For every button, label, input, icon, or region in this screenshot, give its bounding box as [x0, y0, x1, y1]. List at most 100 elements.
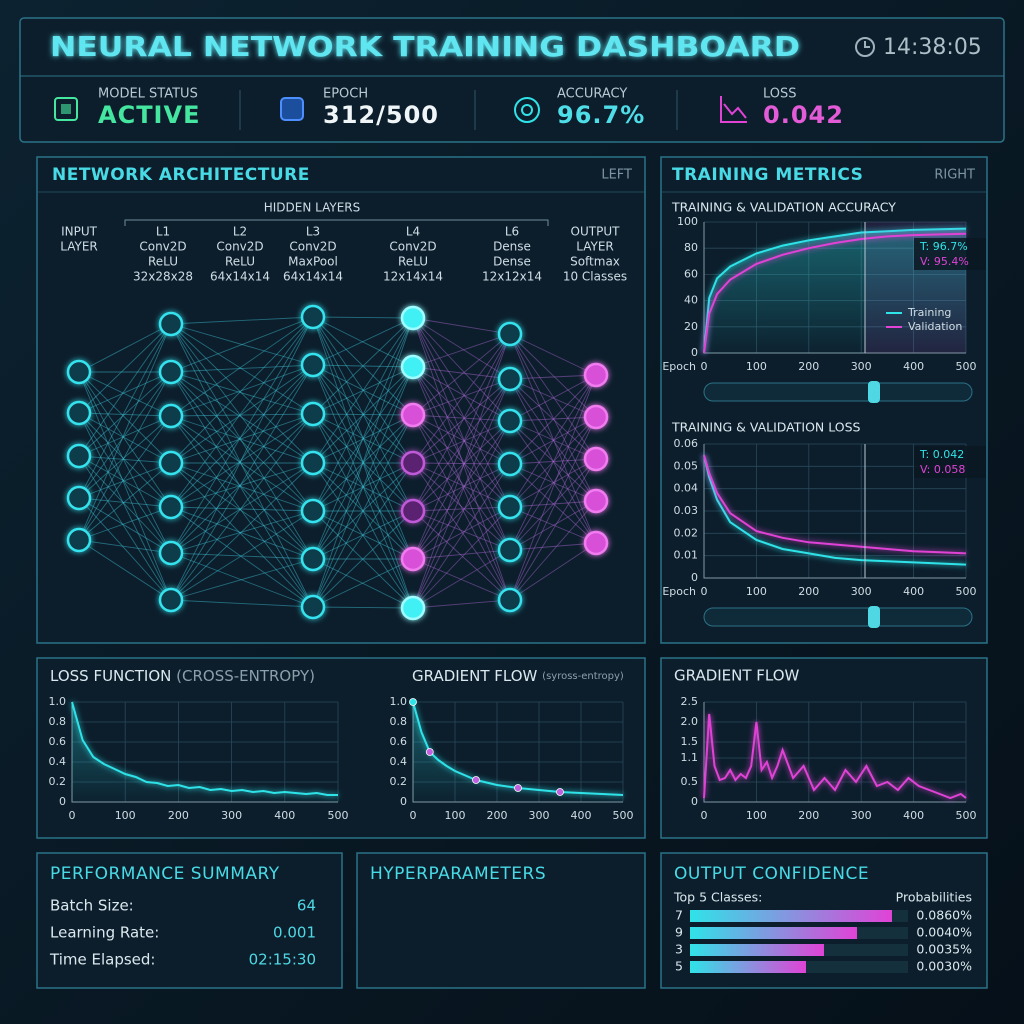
connection — [170, 552, 314, 560]
x-tick-label: 100 — [746, 809, 767, 822]
connection — [78, 371, 172, 541]
loss-panel — [36, 657, 646, 839]
confidence-bar — [690, 927, 857, 939]
column-header: Probabilities — [896, 890, 972, 905]
probability: 0.0860% — [916, 908, 972, 923]
connection — [78, 415, 172, 499]
connection — [78, 455, 172, 554]
layer-label: LAYER — [60, 240, 98, 254]
connection — [412, 333, 511, 609]
connection — [312, 462, 414, 512]
clock-icon — [855, 37, 875, 57]
point-marker — [556, 788, 564, 796]
point-marker — [472, 776, 480, 784]
title-text: GRADIENT FLOW — [412, 667, 538, 685]
scroll-handle[interactable] — [868, 381, 880, 403]
layer-label: Dense — [493, 255, 531, 269]
neuron — [583, 446, 609, 472]
connection — [509, 500, 597, 508]
connection — [170, 552, 314, 608]
connection — [412, 366, 511, 551]
row-label: Learning Rate: — [50, 924, 159, 942]
neuron — [300, 546, 326, 572]
connection — [170, 506, 314, 608]
connection — [170, 364, 314, 508]
status-value: 0.042 — [763, 101, 844, 129]
neuron — [300, 401, 326, 427]
connection — [312, 316, 414, 609]
neuron — [583, 488, 609, 514]
connection — [412, 317, 511, 551]
connection — [509, 378, 597, 544]
connection — [509, 458, 597, 465]
x-tick-label: 0 — [701, 809, 708, 822]
layer-label: INPUT — [61, 225, 98, 239]
connection — [412, 462, 511, 601]
connection — [312, 366, 414, 608]
series-line — [703, 454, 967, 555]
neuron — [497, 587, 523, 613]
status-value: 96.7% — [557, 101, 645, 129]
connection — [312, 317, 414, 608]
annotation: T: 96.7% — [919, 240, 968, 253]
connection — [412, 420, 511, 464]
connection — [509, 500, 597, 551]
connection — [312, 414, 414, 512]
connection — [312, 364, 414, 560]
neuron — [66, 443, 92, 469]
connection — [412, 366, 511, 422]
layer-label: 64x14x14 — [210, 270, 270, 284]
connection — [509, 463, 597, 502]
connection — [509, 374, 597, 551]
scroll-handle[interactable] — [868, 606, 880, 628]
connection — [312, 462, 414, 609]
y-tick-label: 0.6 — [390, 735, 408, 748]
connection — [412, 317, 511, 380]
neuron — [497, 321, 523, 347]
scrollbar[interactable] — [703, 607, 973, 627]
connection — [412, 462, 511, 551]
connection — [509, 416, 597, 508]
connection — [312, 510, 414, 560]
connection — [509, 374, 597, 465]
connection — [412, 506, 511, 609]
connection — [78, 415, 172, 457]
hyperparameters-panel — [356, 852, 646, 989]
y-tick-label: 1.5 — [681, 735, 699, 748]
y-tick-label: 0.8 — [390, 715, 408, 728]
class-label: 9 — [675, 925, 683, 940]
connection — [412, 549, 511, 609]
connection — [412, 414, 511, 422]
x-tick-label: 300 — [851, 809, 872, 822]
connection — [509, 458, 597, 551]
connection — [412, 463, 511, 512]
confidence-bar — [690, 910, 892, 922]
connection — [78, 506, 172, 541]
neuron — [400, 595, 426, 621]
connection — [170, 506, 314, 560]
connection — [78, 455, 172, 601]
x-tick-label: 500 — [956, 809, 977, 822]
connection — [509, 378, 597, 502]
connection — [509, 458, 597, 508]
connection — [412, 378, 511, 512]
y-tick-label: 20 — [684, 320, 698, 333]
connection — [170, 323, 314, 366]
connection — [312, 413, 414, 560]
layer-label: 12x14x14 — [383, 270, 443, 284]
scrollbar[interactable] — [703, 382, 973, 402]
chart-title: GRADIENT FLOW (syross-entropy) — [412, 667, 624, 685]
subtitle: (CROSS-ENTROPY) — [176, 667, 315, 685]
connection — [312, 510, 414, 609]
neuron — [583, 530, 609, 556]
connection — [509, 416, 597, 422]
connection — [312, 414, 414, 560]
connection — [78, 462, 172, 499]
connection — [170, 316, 314, 554]
connection — [312, 366, 414, 512]
connection — [170, 413, 314, 417]
x-tick-label: 200 — [487, 809, 508, 822]
connection — [170, 371, 314, 560]
x-tick-label: 200 — [798, 360, 819, 373]
connection — [509, 420, 597, 460]
